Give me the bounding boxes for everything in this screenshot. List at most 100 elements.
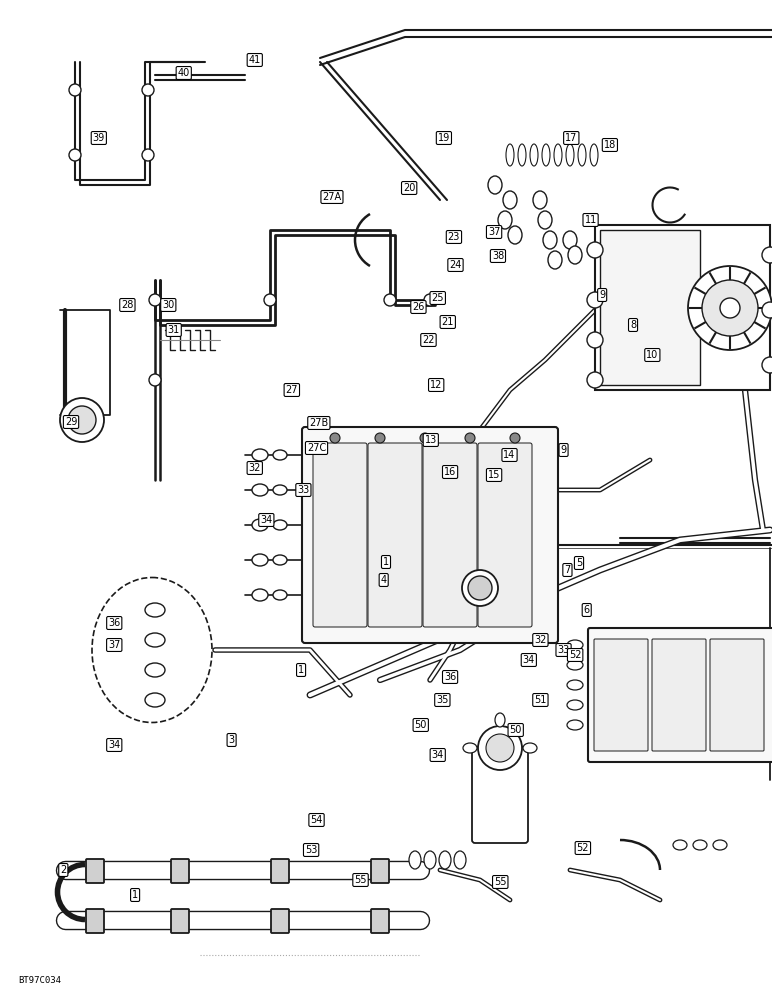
Ellipse shape	[567, 680, 583, 690]
Text: 5: 5	[576, 558, 582, 568]
Text: 9: 9	[560, 445, 567, 455]
Text: 16: 16	[444, 467, 456, 477]
Circle shape	[465, 433, 475, 443]
Text: 12: 12	[430, 380, 442, 390]
Ellipse shape	[424, 851, 436, 869]
Ellipse shape	[488, 176, 502, 194]
Circle shape	[688, 266, 772, 350]
Circle shape	[478, 726, 522, 770]
Ellipse shape	[273, 555, 287, 565]
FancyBboxPatch shape	[371, 909, 389, 933]
Ellipse shape	[145, 693, 165, 707]
FancyBboxPatch shape	[371, 859, 389, 883]
FancyBboxPatch shape	[588, 628, 772, 762]
Text: 21: 21	[442, 317, 454, 327]
Ellipse shape	[567, 720, 583, 730]
Text: 22: 22	[422, 335, 435, 345]
Ellipse shape	[673, 840, 687, 850]
Text: 25: 25	[432, 293, 444, 303]
Text: 18: 18	[604, 140, 616, 150]
Text: 54: 54	[310, 815, 323, 825]
Circle shape	[587, 372, 603, 388]
Ellipse shape	[145, 603, 165, 617]
Ellipse shape	[567, 700, 583, 710]
Ellipse shape	[563, 231, 577, 249]
Text: 27C: 27C	[307, 443, 326, 453]
FancyBboxPatch shape	[271, 909, 289, 933]
FancyBboxPatch shape	[368, 443, 422, 627]
Text: 37: 37	[108, 640, 120, 650]
Text: 52: 52	[569, 650, 581, 660]
Ellipse shape	[506, 144, 514, 166]
Text: 52: 52	[577, 843, 589, 853]
Text: 41: 41	[249, 55, 261, 65]
FancyBboxPatch shape	[600, 230, 700, 385]
Text: 10: 10	[646, 350, 659, 360]
Text: 28: 28	[121, 300, 134, 310]
Text: 17: 17	[565, 133, 577, 143]
Text: 55: 55	[494, 877, 506, 887]
Ellipse shape	[409, 851, 421, 869]
FancyBboxPatch shape	[472, 747, 528, 843]
Circle shape	[762, 357, 772, 373]
Text: 11: 11	[584, 215, 597, 225]
Text: 32: 32	[249, 463, 261, 473]
FancyBboxPatch shape	[86, 909, 104, 933]
Ellipse shape	[252, 449, 268, 461]
Text: 50: 50	[415, 720, 427, 730]
Ellipse shape	[567, 660, 583, 670]
Ellipse shape	[273, 590, 287, 600]
Circle shape	[510, 433, 520, 443]
Text: 35: 35	[436, 695, 449, 705]
Circle shape	[142, 84, 154, 96]
Text: 14: 14	[503, 450, 516, 460]
Text: 1: 1	[298, 665, 304, 675]
FancyBboxPatch shape	[86, 859, 104, 883]
FancyBboxPatch shape	[171, 909, 189, 933]
Text: 39: 39	[93, 133, 105, 143]
Text: 34: 34	[260, 515, 273, 525]
Text: 20: 20	[403, 183, 415, 193]
Ellipse shape	[508, 226, 522, 244]
Circle shape	[69, 149, 81, 161]
Text: 9: 9	[599, 290, 605, 300]
Circle shape	[486, 734, 514, 762]
Circle shape	[424, 294, 436, 306]
Circle shape	[149, 374, 161, 386]
Circle shape	[468, 576, 492, 600]
Ellipse shape	[548, 251, 562, 269]
Text: 34: 34	[523, 655, 535, 665]
Ellipse shape	[533, 191, 547, 209]
Text: 34: 34	[108, 740, 120, 750]
Ellipse shape	[518, 144, 526, 166]
Circle shape	[375, 433, 385, 443]
Text: 36: 36	[108, 618, 120, 628]
FancyBboxPatch shape	[710, 639, 764, 751]
Circle shape	[420, 433, 430, 443]
Text: 32: 32	[534, 635, 547, 645]
Text: 26: 26	[412, 302, 425, 312]
Ellipse shape	[252, 554, 268, 566]
Ellipse shape	[567, 640, 583, 650]
Ellipse shape	[578, 144, 586, 166]
Text: 29: 29	[65, 417, 77, 427]
FancyBboxPatch shape	[652, 639, 706, 751]
Ellipse shape	[439, 851, 451, 869]
Text: 53: 53	[305, 845, 317, 855]
Ellipse shape	[554, 144, 562, 166]
Circle shape	[149, 294, 161, 306]
Text: 33: 33	[297, 485, 310, 495]
Ellipse shape	[273, 520, 287, 530]
Text: 1: 1	[132, 890, 138, 900]
Text: 50: 50	[510, 725, 522, 735]
Text: 33: 33	[557, 645, 570, 655]
Ellipse shape	[145, 663, 165, 677]
Text: 34: 34	[432, 750, 444, 760]
Text: 8: 8	[630, 320, 636, 330]
FancyBboxPatch shape	[313, 443, 367, 627]
Ellipse shape	[145, 633, 165, 647]
Text: 3: 3	[229, 735, 235, 745]
Text: 27B: 27B	[310, 418, 328, 428]
Text: 31: 31	[168, 325, 180, 335]
Text: 30: 30	[162, 300, 174, 310]
